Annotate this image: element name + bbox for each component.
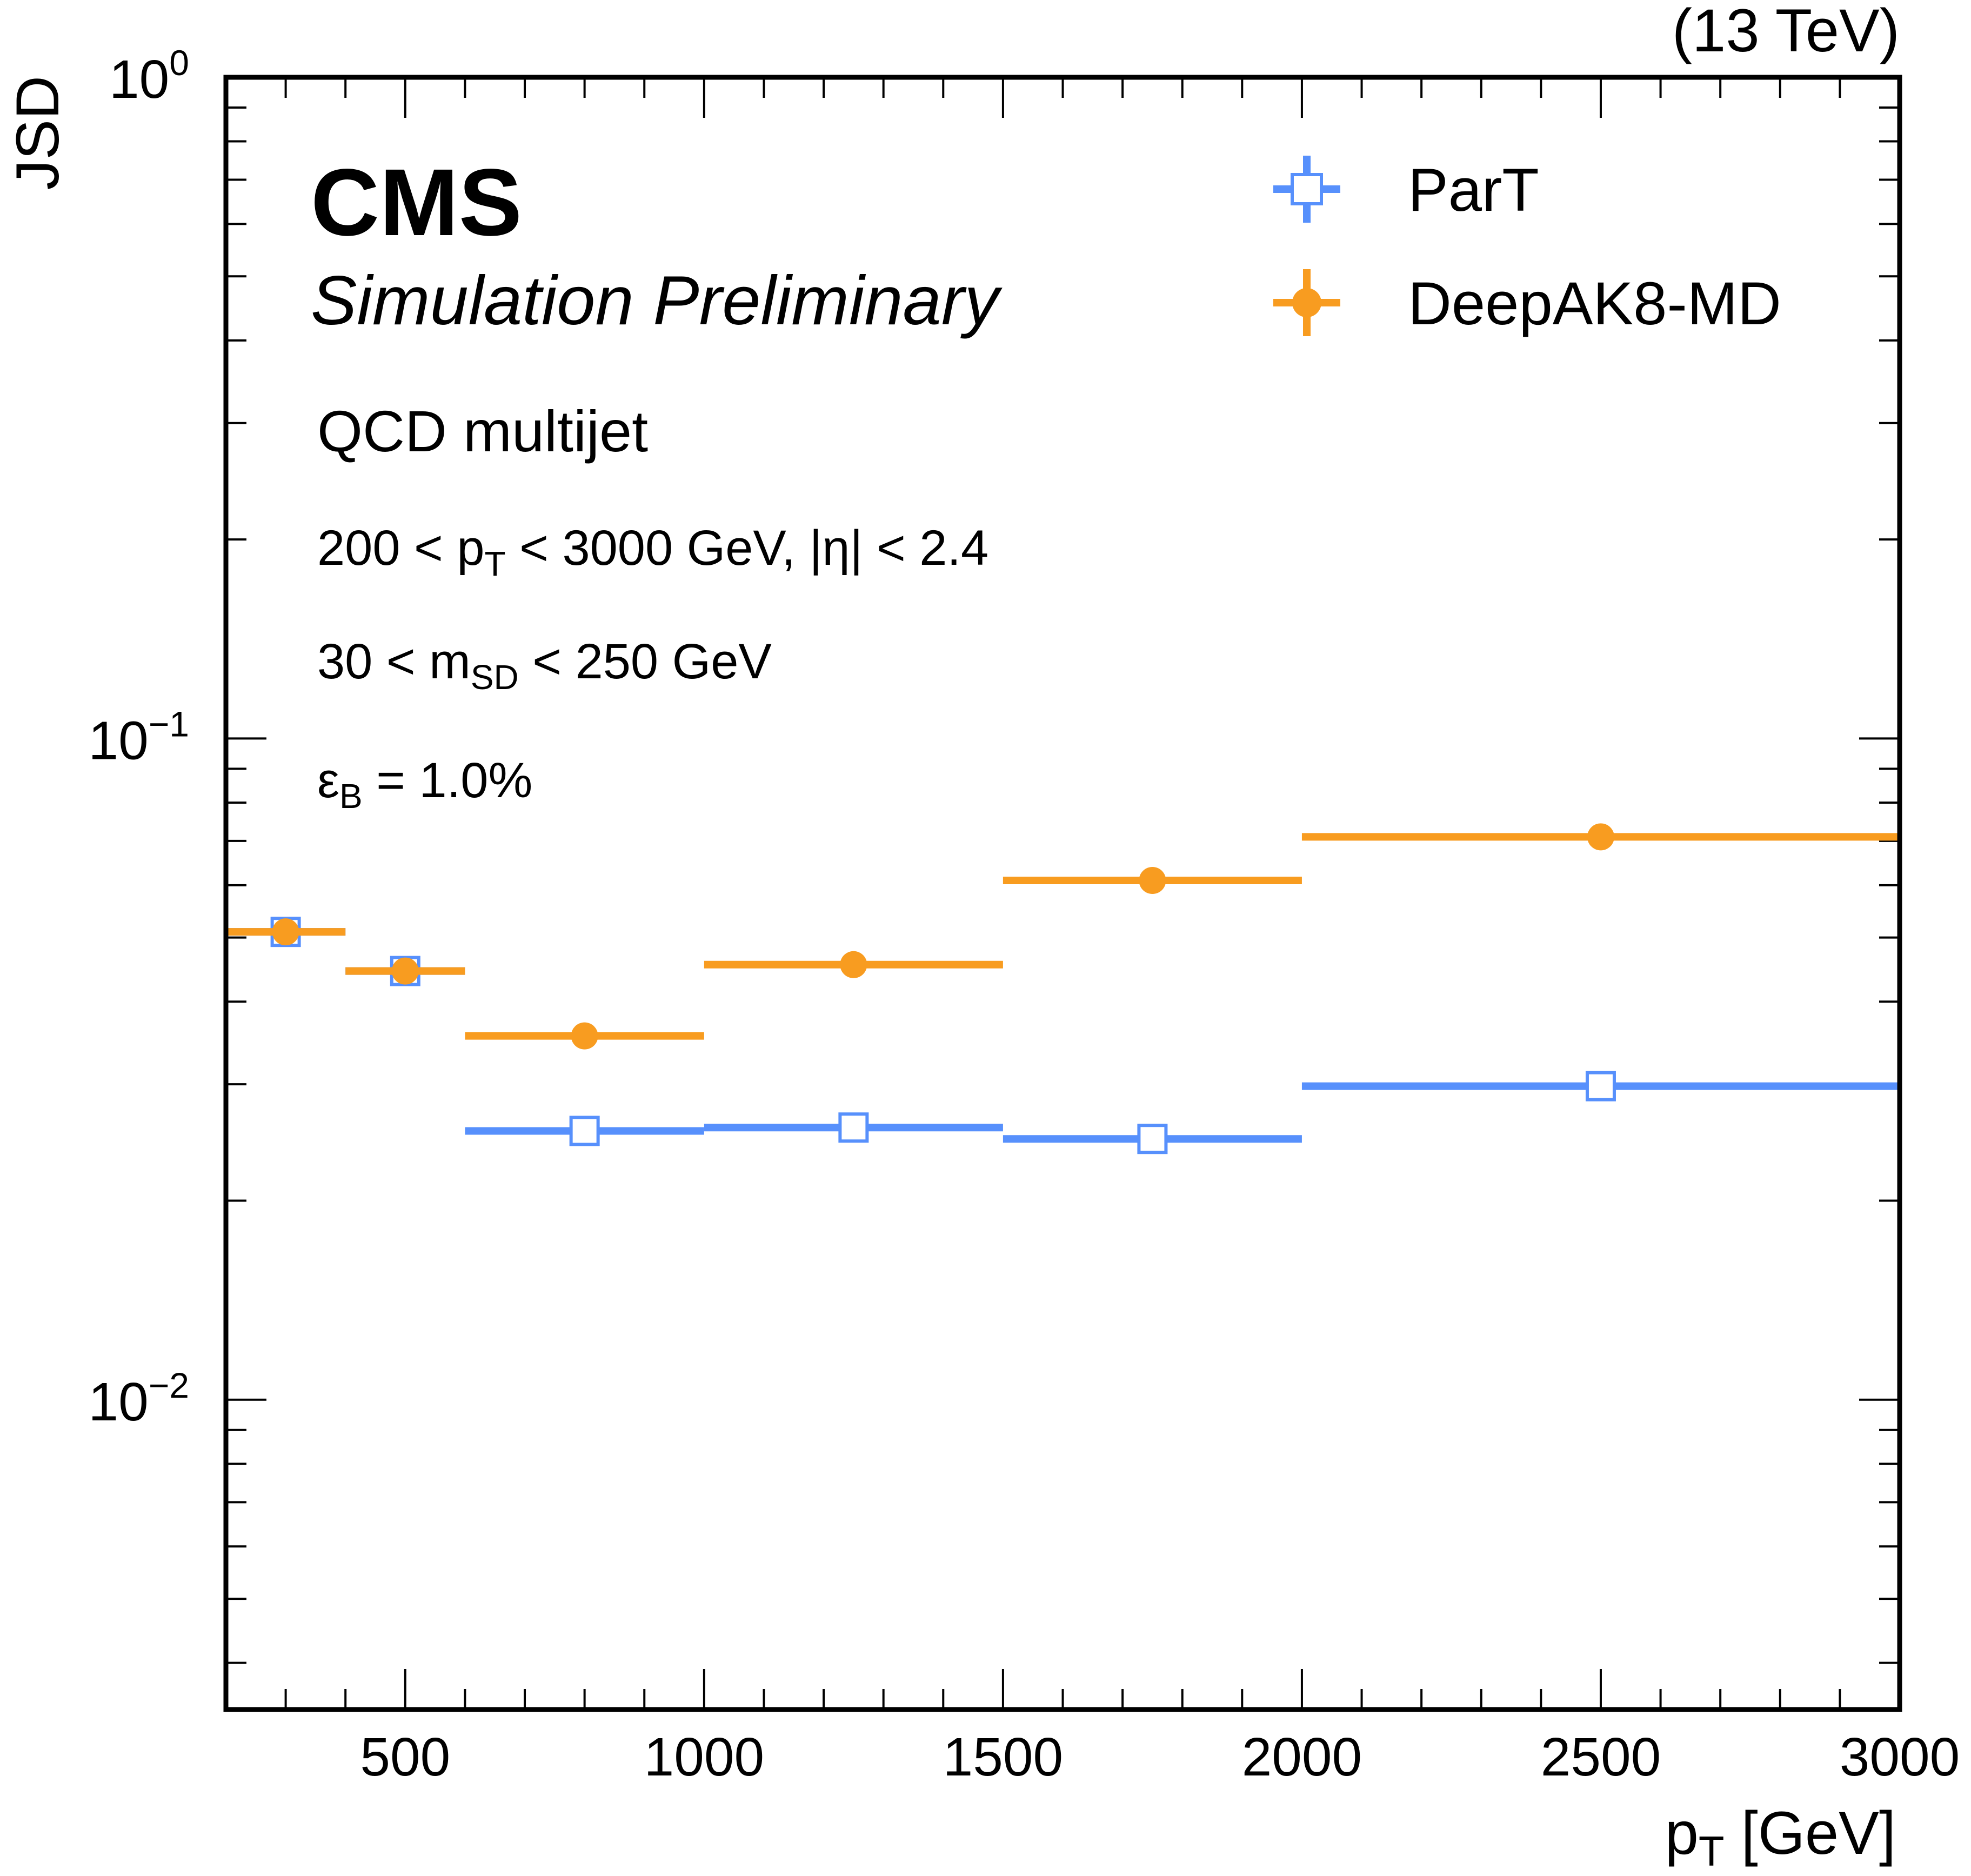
working-point-pre: ε — [317, 753, 339, 808]
legend-marker — [1291, 173, 1323, 205]
x-tick-label: 2000 — [1242, 1727, 1362, 1787]
pt-selection-pre: 200 < p — [317, 520, 485, 576]
data-point — [840, 951, 867, 978]
plot-frame — [223, 75, 1902, 1712]
x-tick-label: 500 — [360, 1727, 450, 1787]
x-axis-title-main: p — [1665, 1799, 1699, 1867]
msd-selection-pre: 30 < m — [317, 634, 471, 689]
experiment-label: CMS — [311, 150, 522, 256]
legend: ParT DeepAK8-MD — [1273, 156, 1781, 337]
data-point — [1585, 1071, 1616, 1101]
y-tick-label: 100 — [109, 43, 189, 110]
y-tick-base: 10 — [89, 1372, 149, 1432]
legend-entry: DeepAK8-MD — [1273, 269, 1781, 337]
y-tick-base: 10 — [89, 710, 149, 771]
x-axis-title: pT [GeV] — [1665, 1799, 1896, 1875]
x-tick-label: 2500 — [1541, 1727, 1661, 1787]
pt-selection-sub: T — [485, 544, 506, 583]
data-point — [272, 918, 299, 946]
series-DeepAK8-MD — [226, 823, 1900, 1050]
legend-label: ParT — [1408, 156, 1539, 224]
x-axis-title-sub: T — [1699, 1827, 1725, 1875]
x-tick-label: 1000 — [644, 1727, 764, 1787]
x-axis-title-unit: [GeV] — [1725, 1799, 1896, 1867]
x-tick-label: 3000 — [1840, 1727, 1960, 1787]
msd-selection-post: < 250 GeV — [519, 634, 772, 689]
legend-entry: ParT — [1273, 156, 1539, 224]
y-tick-exponent: 0 — [169, 43, 189, 83]
working-point-post: = 1.0% — [363, 753, 533, 808]
status-label: Simulation Preliminary — [311, 262, 1003, 339]
data-point — [571, 1022, 598, 1050]
series-layer — [226, 823, 1900, 1154]
pt-selection-post: < 3000 GeV, |η| < 2.4 — [506, 520, 989, 576]
energy-label: (13 TeV) — [1672, 0, 1900, 64]
working-point: εB = 1.0% — [317, 753, 532, 816]
msd-selection: 30 < mSD < 250 GeV — [317, 634, 772, 697]
msd-selection-sub: SD — [471, 658, 519, 697]
y-tick-base: 10 — [109, 49, 169, 110]
legend-marker — [1292, 288, 1321, 317]
pt-selection: 200 < pT < 3000 GeV, |η| < 2.4 — [317, 520, 988, 583]
process-label: QCD multijet — [317, 398, 648, 464]
y-tick-exponent: −2 — [149, 1365, 189, 1405]
data-point — [838, 1112, 869, 1143]
data-point — [391, 957, 419, 985]
data-point — [1587, 823, 1614, 851]
y-tick-label: 10−1 — [89, 704, 189, 771]
y-tick-label: 10−2 — [89, 1365, 189, 1432]
data-point — [1137, 1124, 1168, 1154]
x-tick-label: 1500 — [943, 1727, 1063, 1787]
y-tick-exponent: −1 — [149, 704, 189, 744]
data-point — [569, 1116, 600, 1146]
working-point-sub: B — [339, 777, 363, 816]
legend-label: DeepAK8-MD — [1408, 270, 1781, 337]
data-point — [1139, 867, 1166, 894]
y-axis-title: JSD — [4, 76, 71, 190]
